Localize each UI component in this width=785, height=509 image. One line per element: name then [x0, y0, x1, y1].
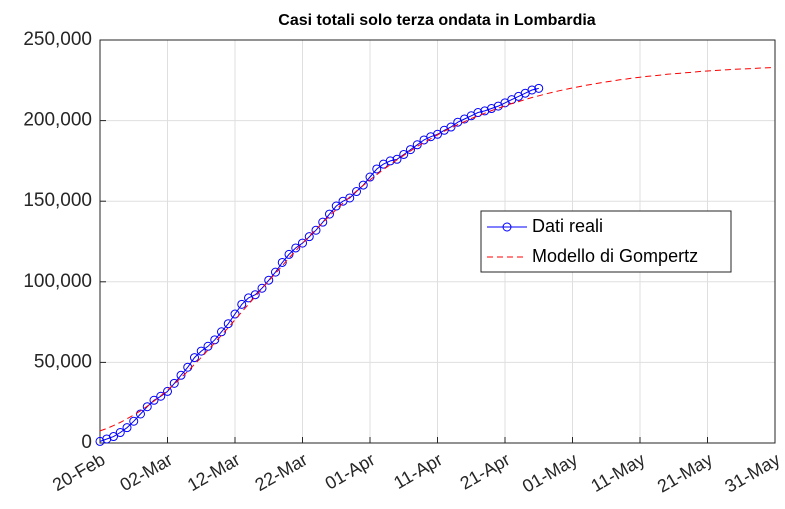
data-marker: [304, 232, 314, 242]
y-tick-label: 100,000: [23, 271, 92, 292]
data-marker: [102, 434, 112, 444]
data-marker: [237, 299, 247, 309]
data-marker: [318, 217, 328, 227]
legend-box: [480, 210, 732, 273]
data-marker: [196, 346, 206, 356]
data-marker: [95, 436, 105, 446]
data-marker: [230, 309, 240, 319]
data-marker: [156, 391, 166, 401]
legend-label: Modello di Gompertz: [532, 246, 698, 266]
series-line: [99, 66, 776, 432]
data-marker: [433, 129, 442, 139]
legend: Dati reali Modello di Gompertz: [480, 210, 732, 273]
legend-label: Dati reali: [532, 216, 603, 236]
data-marker: [480, 106, 490, 116]
data-marker: [358, 180, 368, 190]
y-tick-label: 200,000: [23, 110, 92, 131]
data-marker: [487, 104, 496, 114]
data-marker: [345, 193, 355, 203]
data-marker: [412, 140, 422, 150]
data-marker: [257, 283, 267, 293]
data-marker: [426, 132, 436, 142]
data-marker: [311, 225, 321, 235]
data-marker: [406, 145, 415, 155]
data-marker: [136, 409, 145, 419]
y-tick-label: 250,000: [23, 29, 92, 50]
data-marker: [271, 267, 280, 277]
data-marker: [399, 149, 409, 159]
data-marker: [250, 290, 260, 300]
data-marker: [527, 85, 537, 95]
data-marker: [176, 370, 186, 380]
data-marker: [352, 187, 361, 197]
data-marker: [291, 243, 301, 253]
data-marker: [149, 395, 159, 405]
data-marker: [163, 386, 172, 396]
data-marker: [169, 378, 179, 388]
data-marker: [129, 416, 139, 426]
legend-marker: [502, 222, 512, 232]
data-marker: [298, 238, 307, 248]
data-marker: [115, 428, 125, 438]
data-marker: [277, 257, 287, 267]
data-marker: [534, 83, 544, 93]
data-marker: [217, 327, 226, 337]
y-tick-label: 0: [81, 432, 92, 453]
data-marker: [392, 154, 402, 164]
data-marker: [473, 108, 483, 118]
data-marker: [284, 249, 294, 259]
data-marker: [365, 172, 375, 182]
chart-title: Casi totali solo terza ondata in Lombard…: [278, 12, 595, 29]
data-marker: [210, 335, 220, 345]
axes-box: [99, 39, 776, 444]
data-marker: [372, 164, 382, 174]
data-marker: [385, 156, 395, 166]
data-marker: [122, 423, 132, 433]
data-marker: [190, 353, 199, 363]
data-marker: [325, 209, 334, 219]
data-marker: [109, 432, 118, 442]
y-tick-label: 150,000: [23, 190, 92, 211]
y-tick-label: 50,000: [34, 351, 92, 372]
data-marker: [446, 122, 456, 132]
data-marker: [142, 402, 152, 412]
data-marker: [264, 275, 274, 285]
